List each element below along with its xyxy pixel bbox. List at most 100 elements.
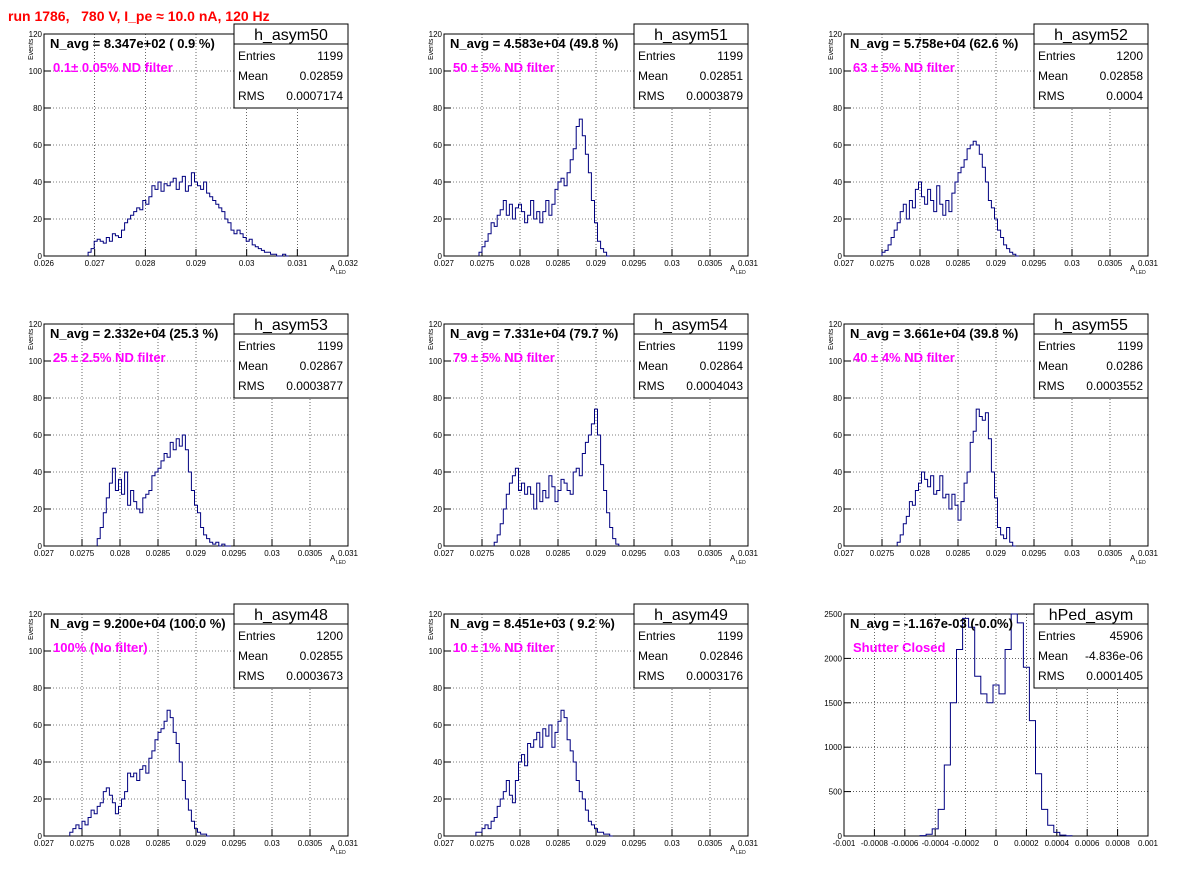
x-tick-label: 0.03 — [1064, 549, 1080, 558]
y-tick-label: 40 — [33, 178, 42, 187]
x-tick-label: 0.029 — [186, 259, 207, 268]
y-tick-label: 0 — [438, 832, 443, 841]
stats-box — [233, 313, 349, 399]
y-tick-label: 120 — [29, 610, 43, 619]
x-tick-label: 0.029 — [586, 259, 607, 268]
chart-title: N_avg = 8.451e+03 ( 9.2 %) — [450, 616, 615, 631]
histogram-series — [896, 408, 1016, 547]
x-tick-label: 0.0002 — [1014, 839, 1039, 848]
x-tick-label: 0.027 — [434, 839, 455, 848]
stats-value: -4.836e-06 — [1085, 649, 1143, 663]
stats-value: 1199 — [717, 339, 743, 353]
panel-h_asym49: 0.027 0.0275 0.028 0.0285 0.029 0.0295 0.03 0.0… — [428, 603, 759, 856]
chart-title: N_avg = 2.332e+04 (25.3 %) — [50, 326, 218, 341]
x-tick-label: 0.0295 — [222, 549, 247, 558]
x-tick-label: 0.0305 — [698, 549, 723, 558]
y-tick-label: 100 — [829, 67, 843, 76]
x-tick-label: 0.0285 — [946, 259, 971, 268]
histogram-series — [69, 709, 210, 837]
stats-label: Entries — [1038, 629, 1075, 643]
y-tick-label: 60 — [433, 141, 442, 150]
x-tick-label: 0.0305 — [698, 259, 723, 268]
y-tick-label: 120 — [829, 320, 843, 329]
y-tick-label: 120 — [29, 30, 43, 39]
y-tick-label: 120 — [29, 320, 43, 329]
x-tick-label: -0.0006 — [891, 839, 919, 848]
y-tick-label: 20 — [33, 505, 42, 514]
stats-label: Mean — [1038, 359, 1068, 373]
stats-label: Entries — [638, 339, 675, 353]
y-tick-label: 0 — [38, 252, 43, 261]
stats-label: RMS — [238, 379, 265, 393]
y-tick-label: 40 — [433, 758, 442, 767]
stats-label: Mean — [238, 69, 268, 83]
histogram-name: h_asym55 — [1054, 317, 1128, 334]
stats-value: 0.02846 — [700, 649, 744, 663]
stats-label: Entries — [1038, 49, 1075, 63]
stats-label: Mean — [638, 649, 668, 663]
stats-value: 0.0001405 — [1086, 669, 1143, 683]
y-tick-label: 40 — [33, 468, 42, 477]
stats-label: RMS — [638, 669, 665, 683]
y-tick-label: 80 — [433, 104, 442, 113]
y-tick-label: 20 — [33, 215, 42, 224]
histogram-name: h_asym48 — [254, 607, 328, 624]
x-tick-label: 0.031 — [338, 549, 359, 558]
stats-label: Entries — [1038, 339, 1075, 353]
histogram-series — [87, 172, 289, 257]
chart-title: N_avg = 5.758e+04 (62.6 %) — [850, 36, 1018, 51]
x-tick-label: 0.0305 — [1098, 549, 1123, 558]
stats-value: 0.0003877 — [286, 379, 343, 393]
x-tick-label: 0.027 — [34, 549, 55, 558]
stats-value: 0.02855 — [300, 649, 344, 663]
stats-box — [233, 603, 349, 689]
stats-value: 1199 — [1117, 339, 1143, 353]
x-axis-label-subscript: LED — [336, 560, 346, 566]
x-axis-label: A — [730, 264, 736, 273]
x-axis-label-subscript: LED — [1136, 560, 1146, 566]
x-tick-label: 0.0275 — [470, 839, 495, 848]
x-tick-label: 0.0275 — [470, 259, 495, 268]
chart-title: N_avg = 9.200e+04 (100.0 %) — [50, 616, 226, 631]
filter-annotation: 79 ± 5% ND filter — [453, 350, 555, 365]
histogram-name: h_asym50 — [254, 27, 328, 44]
x-tick-label: 0.0275 — [870, 259, 895, 268]
histogram-name: h_asym54 — [654, 317, 728, 334]
panel-h_asym52: 0.027 0.0275 0.028 0.0285 0.029 0.0295 0.03 0.0… — [828, 23, 1159, 276]
chart-title: N_avg = 8.347e+02 ( 0.9 %) — [50, 36, 215, 51]
chart-title: N_avg = -1.167e-03 (-0.0%) — [850, 616, 1013, 631]
x-axis-label: A — [330, 264, 336, 273]
stats-label: Entries — [238, 629, 275, 643]
y-tick-label: 80 — [833, 104, 842, 113]
y-tick-label: 100 — [29, 647, 43, 656]
x-tick-label: 0.028 — [110, 549, 131, 558]
x-tick-label: 0.03 — [664, 259, 680, 268]
y-tick-label: 20 — [433, 505, 442, 514]
y-tick-label: 100 — [429, 67, 443, 76]
x-tick-label: 0.028 — [910, 549, 931, 558]
y-tick-label: 20 — [433, 215, 442, 224]
x-axis-label-subscript: LED — [336, 270, 346, 276]
x-tick-label: 0.03 — [264, 839, 280, 848]
y-tick-label: 80 — [33, 104, 42, 113]
y-tick-label: 60 — [33, 721, 42, 730]
x-tick-label: 0.0295 — [622, 839, 647, 848]
histogram-series — [493, 408, 620, 546]
y-tick-label: 0 — [438, 252, 443, 261]
y-tick-label: 20 — [833, 215, 842, 224]
panel-h_asym50: 0.026 0.027 0.028 0.029 0.03 0.031 0.032 0 20 40 6… — [28, 23, 359, 276]
chart-title: N_avg = 3.661e+04 (39.8 %) — [850, 326, 1018, 341]
x-tick-label: -0.0002 — [952, 839, 980, 848]
x-tick-label: 0.03 — [264, 549, 280, 558]
y-axis-label: Events — [28, 328, 35, 350]
panel-h_asym51: 0.027 0.0275 0.028 0.0285 0.029 0.0295 0.03 0.0… — [428, 23, 759, 276]
x-tick-label: 0.0305 — [298, 839, 323, 848]
x-tick-label: 0.0305 — [1098, 259, 1123, 268]
stats-box — [1033, 23, 1149, 109]
stats-label: RMS — [1038, 379, 1065, 393]
y-tick-label: 60 — [833, 141, 842, 150]
x-tick-label: 0.0006 — [1075, 839, 1100, 848]
x-tick-label: 0.0295 — [1022, 549, 1047, 558]
y-tick-label: 500 — [829, 788, 843, 797]
y-tick-label: 0 — [838, 542, 843, 551]
